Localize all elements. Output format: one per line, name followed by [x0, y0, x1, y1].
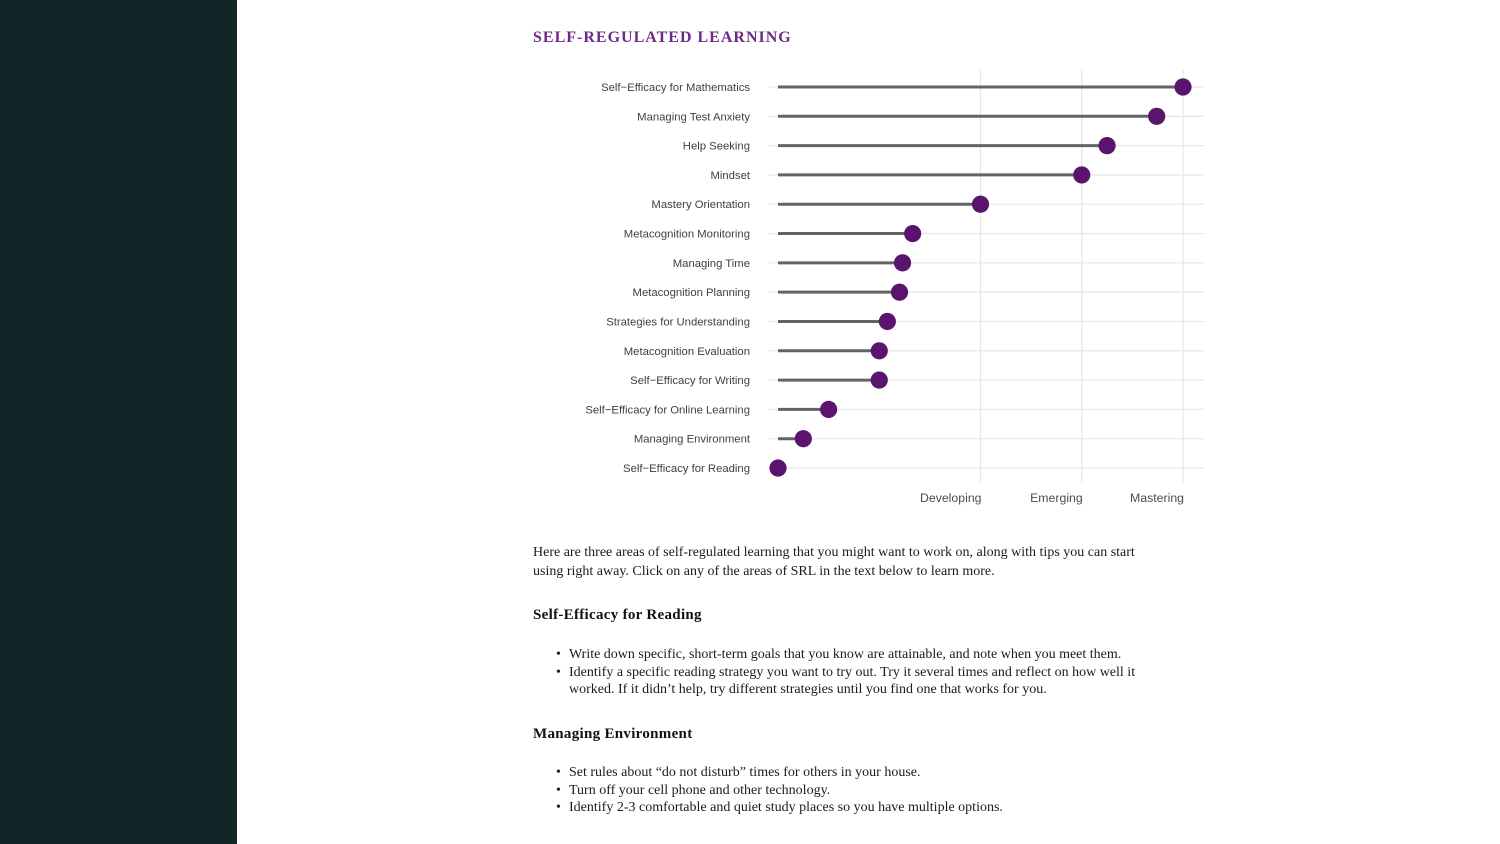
bullet-item: Identify a specific reading strategy you… — [556, 664, 1313, 699]
lollipop-dot — [820, 400, 838, 419]
sidebar — [0, 0, 237, 844]
category-label: Managing Environment — [634, 434, 751, 446]
category-label: Self−Efficacy for Mathematics — [601, 82, 750, 94]
x-tick-label: Mastering — [1130, 491, 1184, 505]
lollipop-dot — [870, 371, 888, 389]
lollipop-dot — [1098, 137, 1116, 155]
category-label: Self−Efficacy for Reading — [623, 463, 750, 475]
category-label: Mastery Orientation — [651, 199, 750, 211]
category-label: Managing Test Anxiety — [637, 111, 750, 123]
category-label: Self−Efficacy for Writing — [630, 375, 750, 387]
lollipop-dot — [1073, 166, 1091, 184]
lollipop-dot — [971, 195, 990, 213]
x-tick-label: Developing — [920, 491, 982, 505]
bullet-item: Identify 2-3 comfortable and quiet study… — [556, 799, 1313, 817]
x-tick-label: Emerging — [1030, 491, 1083, 505]
lollipop-dot — [1174, 78, 1192, 96]
category-label: Help Seeking — [683, 141, 750, 153]
lollipop-dot — [890, 283, 909, 301]
bullet-item: Write down specific, short-term goals th… — [556, 646, 1313, 664]
lollipop-dot — [1148, 107, 1166, 125]
category-label: Metacognition Planning — [633, 287, 750, 299]
lollipop-dot — [769, 459, 787, 477]
lollipop-dot — [893, 254, 912, 272]
category-label: Self−Efficacy for Online Learning — [585, 404, 750, 416]
category-label: Mindset — [710, 170, 750, 182]
lollipop-dot — [904, 224, 922, 243]
srl-lollipop-chart: Self−Efficacy for Mathematics Managing Te… — [585, 70, 1204, 505]
intro-paragraph: Here are three areas of self-regulated l… — [533, 545, 1135, 579]
section-heading-self-efficacy-reading[interactable]: Self-Efficacy for Reading — [533, 607, 702, 623]
lollipop-dot — [878, 312, 896, 331]
category-label: Managing Time — [673, 258, 750, 270]
lollipop-dot — [794, 430, 812, 448]
category-label: Metacognition Evaluation — [624, 346, 750, 358]
srl-chart-container: Self−Efficacy for Mathematics Managing Te… — [533, 60, 1223, 520]
category-label: Strategies for Understanding — [606, 316, 750, 328]
page-title: SELF-REGULATED LEARNING — [533, 29, 792, 46]
bullet-list-managing-environment: Set rules about “do not disturb” times f… — [533, 764, 1313, 817]
category-label: Metacognition Monitoring — [624, 229, 750, 241]
bullet-item: Turn off your cell phone and other techn… — [556, 782, 1313, 800]
bullet-list-self-efficacy-reading: Write down specific, short-term goals th… — [533, 646, 1313, 699]
lollipop-dot — [870, 342, 888, 360]
main-content: SELF-REGULATED LEARNING Self−Efficacy fo… — [237, 0, 1500, 844]
bullet-item: Set rules about “do not disturb” times f… — [556, 764, 1313, 782]
section-heading-managing-environment[interactable]: Managing Environment — [533, 726, 693, 742]
